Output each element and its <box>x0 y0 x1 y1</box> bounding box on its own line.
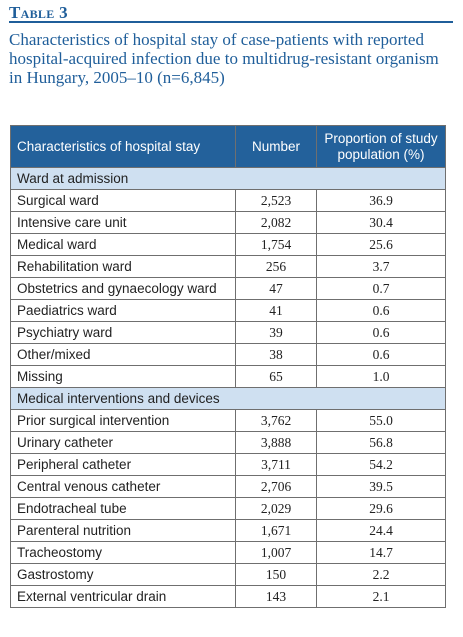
row-label: External ventricular drain <box>10 585 236 608</box>
row-proportion: 56.8 <box>316 431 446 454</box>
row-proportion: 36.9 <box>316 189 446 212</box>
row-label: Missing <box>10 365 236 388</box>
row-number: 1,671 <box>235 519 317 542</box>
table-label: Table 3 <box>9 3 68 22</box>
row-number: 143 <box>235 585 317 608</box>
row-label: Tracheostomy <box>10 541 236 564</box>
row-label: Peripheral catheter <box>10 453 236 476</box>
row-number: 65 <box>235 365 317 388</box>
row-proportion: 55.0 <box>316 409 446 432</box>
row-label: Central venous catheter <box>10 475 236 498</box>
row-number: 38 <box>235 343 317 366</box>
row-proportion: 24.4 <box>316 519 446 542</box>
row-number: 2,706 <box>235 475 317 498</box>
header-rule <box>9 21 453 23</box>
table-row: Other/mixed 38 0.6 <box>10 343 446 366</box>
table-row: Psychiatry ward 39 0.6 <box>10 321 446 344</box>
column-header-characteristics: Characteristics of hospital stay <box>10 125 236 168</box>
table-row: Intensive care unit 2,082 30.4 <box>10 211 446 234</box>
table-row: Obstetrics and gynaecology ward 47 0.7 <box>10 277 446 300</box>
row-proportion: 39.5 <box>316 475 446 498</box>
row-number: 2,523 <box>235 189 317 212</box>
row-proportion: 30.4 <box>316 211 446 234</box>
table-row: Rehabilitation ward 256 3.7 <box>10 255 446 278</box>
section-header-row: Medical interventions and devices <box>10 387 446 410</box>
table-caption: Characteristics of hospital stay of case… <box>9 30 439 87</box>
row-label: Rehabilitation ward <box>10 255 236 278</box>
row-proportion: 14.7 <box>316 541 446 564</box>
table-row: Tracheostomy 1,007 14.7 <box>10 541 446 564</box>
table-row: Gastrostomy 150 2.2 <box>10 563 446 586</box>
row-label: Prior surgical intervention <box>10 409 236 432</box>
row-number: 3,888 <box>235 431 317 454</box>
row-label: Urinary catheter <box>10 431 236 454</box>
row-label: Obstetrics and gynaecology ward <box>10 277 236 300</box>
table-row: Medical ward 1,754 25.6 <box>10 233 446 256</box>
data-table: Characteristics of hospital stay Number … <box>10 125 446 608</box>
table-row: Urinary catheter 3,888 56.8 <box>10 431 446 454</box>
table-row: Missing 65 1.0 <box>10 365 446 388</box>
row-number: 150 <box>235 563 317 586</box>
column-header-proportion: Proportion of study population (%) <box>316 125 446 168</box>
table-row: Peripheral catheter 3,711 54.2 <box>10 453 446 476</box>
row-number: 1,007 <box>235 541 317 564</box>
row-proportion: 2.1 <box>316 585 446 608</box>
row-label: Gastrostomy <box>10 563 236 586</box>
row-number: 256 <box>235 255 317 278</box>
row-label: Other/mixed <box>10 343 236 366</box>
table-row: Paediatrics ward 41 0.6 <box>10 299 446 322</box>
table-row: External ventricular drain 143 2.1 <box>10 585 446 608</box>
row-proportion: 0.6 <box>316 343 446 366</box>
table-row: Endotracheal tube 2,029 29.6 <box>10 497 446 520</box>
row-label: Surgical ward <box>10 189 236 212</box>
row-label: Parenteral nutrition <box>10 519 236 542</box>
table-row: Prior surgical intervention 3,762 55.0 <box>10 409 446 432</box>
row-proportion: 0.7 <box>316 277 446 300</box>
table-row: Parenteral nutrition 1,671 24.4 <box>10 519 446 542</box>
row-proportion: 2.2 <box>316 563 446 586</box>
column-header-number: Number <box>235 125 317 168</box>
header-row: Characteristics of hospital stay Number … <box>10 125 446 168</box>
row-label: Paediatrics ward <box>10 299 236 322</box>
row-proportion: 3.7 <box>316 255 446 278</box>
row-number: 3,762 <box>235 409 317 432</box>
row-number: 2,029 <box>235 497 317 520</box>
row-label: Psychiatry ward <box>10 321 236 344</box>
row-proportion: 0.6 <box>316 321 446 344</box>
table-row: Surgical ward 2,523 36.9 <box>10 189 446 212</box>
row-number: 2,082 <box>235 211 317 234</box>
row-label: Endotracheal tube <box>10 497 236 520</box>
table-row: Central venous catheter 2,706 39.5 <box>10 475 446 498</box>
row-proportion: 29.6 <box>316 497 446 520</box>
row-proportion: 1.0 <box>316 365 446 388</box>
table-body: Ward at admission Surgical ward 2,523 36.9 I… <box>10 167 446 608</box>
row-number: 3,711 <box>235 453 317 476</box>
row-number: 47 <box>235 277 317 300</box>
row-number: 39 <box>235 321 317 344</box>
row-proportion: 25.6 <box>316 233 446 256</box>
row-label: Intensive care unit <box>10 211 236 234</box>
section-title: Medical interventions and devices <box>10 387 446 410</box>
row-number: 1,754 <box>235 233 317 256</box>
row-proportion: 54.2 <box>316 453 446 476</box>
row-proportion: 0.6 <box>316 299 446 322</box>
section-title: Ward at admission <box>10 167 446 190</box>
row-label: Medical ward <box>10 233 236 256</box>
row-number: 41 <box>235 299 317 322</box>
section-header-row: Ward at admission <box>10 167 446 190</box>
